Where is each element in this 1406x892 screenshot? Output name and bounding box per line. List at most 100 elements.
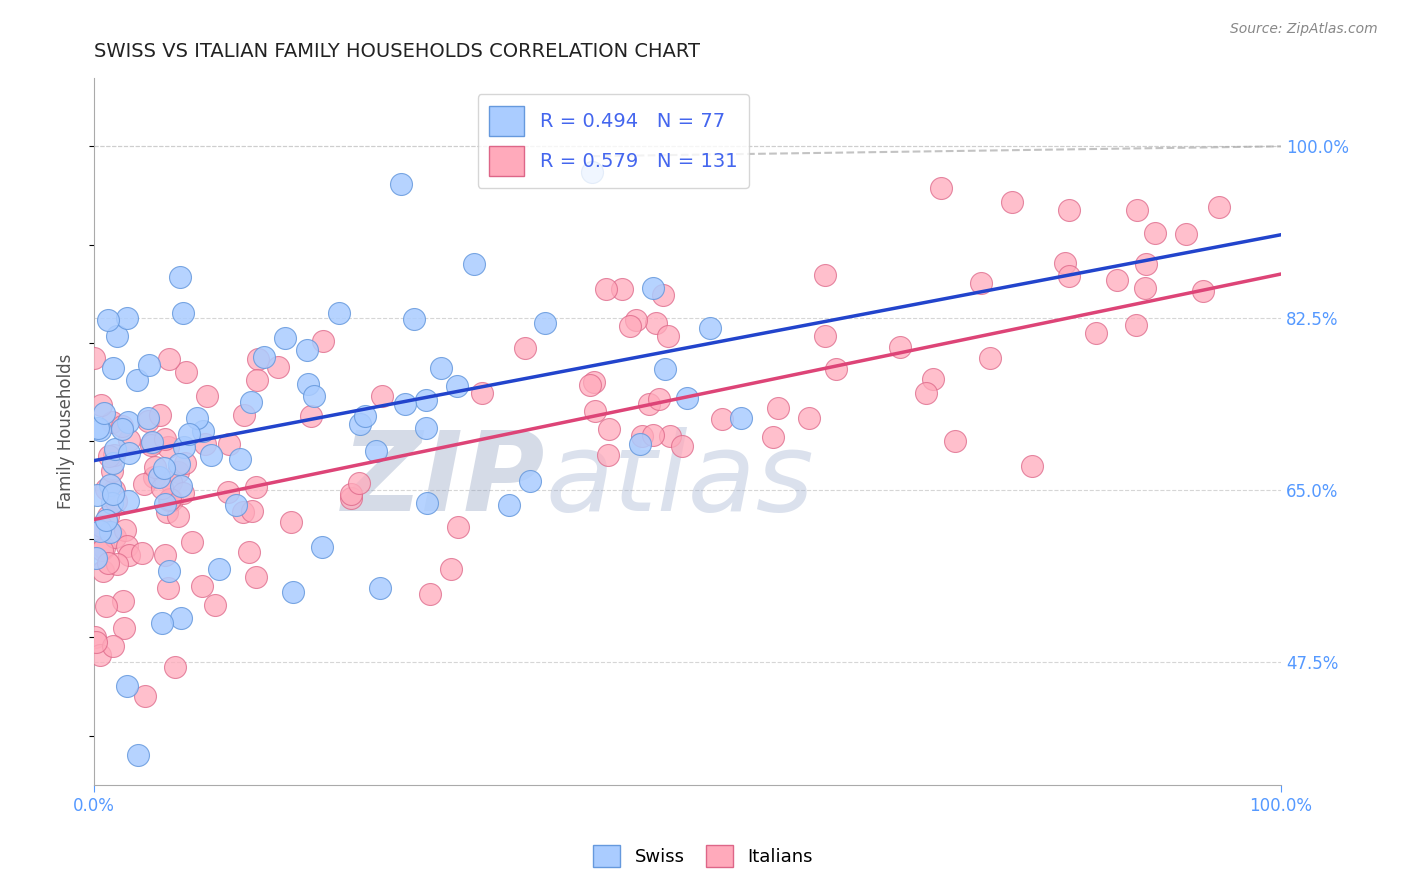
Point: [297, 377, 319, 392]
Point: [174, 456, 197, 470]
Point: [117, 494, 139, 508]
Point: [103, 483, 125, 497]
Point: [340, 491, 363, 506]
Point: [152, 616, 174, 631]
Point: [153, 497, 176, 511]
Point: [194, 436, 217, 450]
Point: [186, 411, 208, 425]
Point: [111, 418, 134, 433]
Point: [366, 444, 388, 458]
Point: [83, 351, 105, 365]
Point: [96, 599, 118, 614]
Point: [149, 408, 172, 422]
Point: [96, 513, 118, 527]
Point: [225, 498, 247, 512]
Point: [1126, 203, 1149, 218]
Point: [115, 311, 138, 326]
Point: [101, 361, 124, 376]
Point: [169, 611, 191, 625]
Point: [166, 509, 188, 524]
Point: [118, 446, 141, 460]
Point: [163, 660, 186, 674]
Point: [104, 442, 127, 456]
Point: [447, 519, 470, 533]
Point: [915, 386, 938, 401]
Point: [299, 409, 322, 423]
Point: [89, 648, 111, 663]
Point: [160, 492, 183, 507]
Point: [814, 268, 837, 282]
Point: [114, 523, 136, 537]
Point: [150, 481, 173, 495]
Point: [117, 415, 139, 429]
Point: [922, 372, 945, 386]
Point: [93, 541, 115, 555]
Point: [229, 452, 252, 467]
Point: [84, 631, 107, 645]
Point: [1085, 326, 1108, 341]
Point: [156, 581, 179, 595]
Point: [111, 422, 134, 436]
Point: [84, 635, 107, 649]
Point: [157, 492, 180, 507]
Point: [100, 496, 122, 510]
Legend: R = 0.494   N = 77, R = 0.579   N = 131: R = 0.494 N = 77, R = 0.579 N = 131: [478, 95, 749, 187]
Point: [242, 504, 264, 518]
Point: [581, 165, 603, 179]
Point: [657, 328, 679, 343]
Point: [180, 534, 202, 549]
Point: [91, 564, 114, 578]
Point: [232, 505, 254, 519]
Point: [166, 465, 188, 479]
Point: [311, 540, 333, 554]
Point: [159, 475, 181, 489]
Point: [148, 470, 170, 484]
Point: [131, 546, 153, 560]
Point: [415, 421, 437, 435]
Point: [97, 508, 120, 523]
Point: [419, 587, 441, 601]
Point: [83, 521, 105, 535]
Point: [638, 397, 661, 411]
Point: [644, 317, 666, 331]
Point: [943, 434, 966, 448]
Point: [371, 389, 394, 403]
Point: [641, 281, 664, 295]
Point: [1175, 227, 1198, 241]
Point: [651, 288, 673, 302]
Point: [463, 257, 485, 271]
Point: [415, 392, 437, 407]
Point: [252, 350, 274, 364]
Point: [347, 476, 370, 491]
Point: [267, 360, 290, 375]
Point: [394, 397, 416, 411]
Point: [143, 459, 166, 474]
Point: [134, 690, 156, 704]
Point: [98, 478, 121, 492]
Point: [598, 422, 620, 436]
Point: [730, 411, 752, 425]
Point: [610, 282, 633, 296]
Point: [138, 358, 160, 372]
Point: [96, 482, 118, 496]
Point: [643, 427, 665, 442]
Point: [87, 421, 110, 435]
Point: [929, 181, 952, 195]
Point: [97, 312, 120, 326]
Point: [200, 448, 222, 462]
Point: [157, 351, 180, 366]
Point: [195, 389, 218, 403]
Point: [136, 414, 159, 428]
Point: [172, 306, 194, 320]
Point: [104, 493, 127, 508]
Text: Source: ZipAtlas.com: Source: ZipAtlas.com: [1230, 22, 1378, 37]
Point: [311, 334, 333, 348]
Point: [583, 375, 606, 389]
Point: [152, 461, 174, 475]
Point: [89, 524, 111, 538]
Point: [246, 373, 269, 387]
Point: [297, 343, 319, 357]
Point: [969, 276, 991, 290]
Point: [699, 321, 721, 335]
Point: [1021, 458, 1043, 473]
